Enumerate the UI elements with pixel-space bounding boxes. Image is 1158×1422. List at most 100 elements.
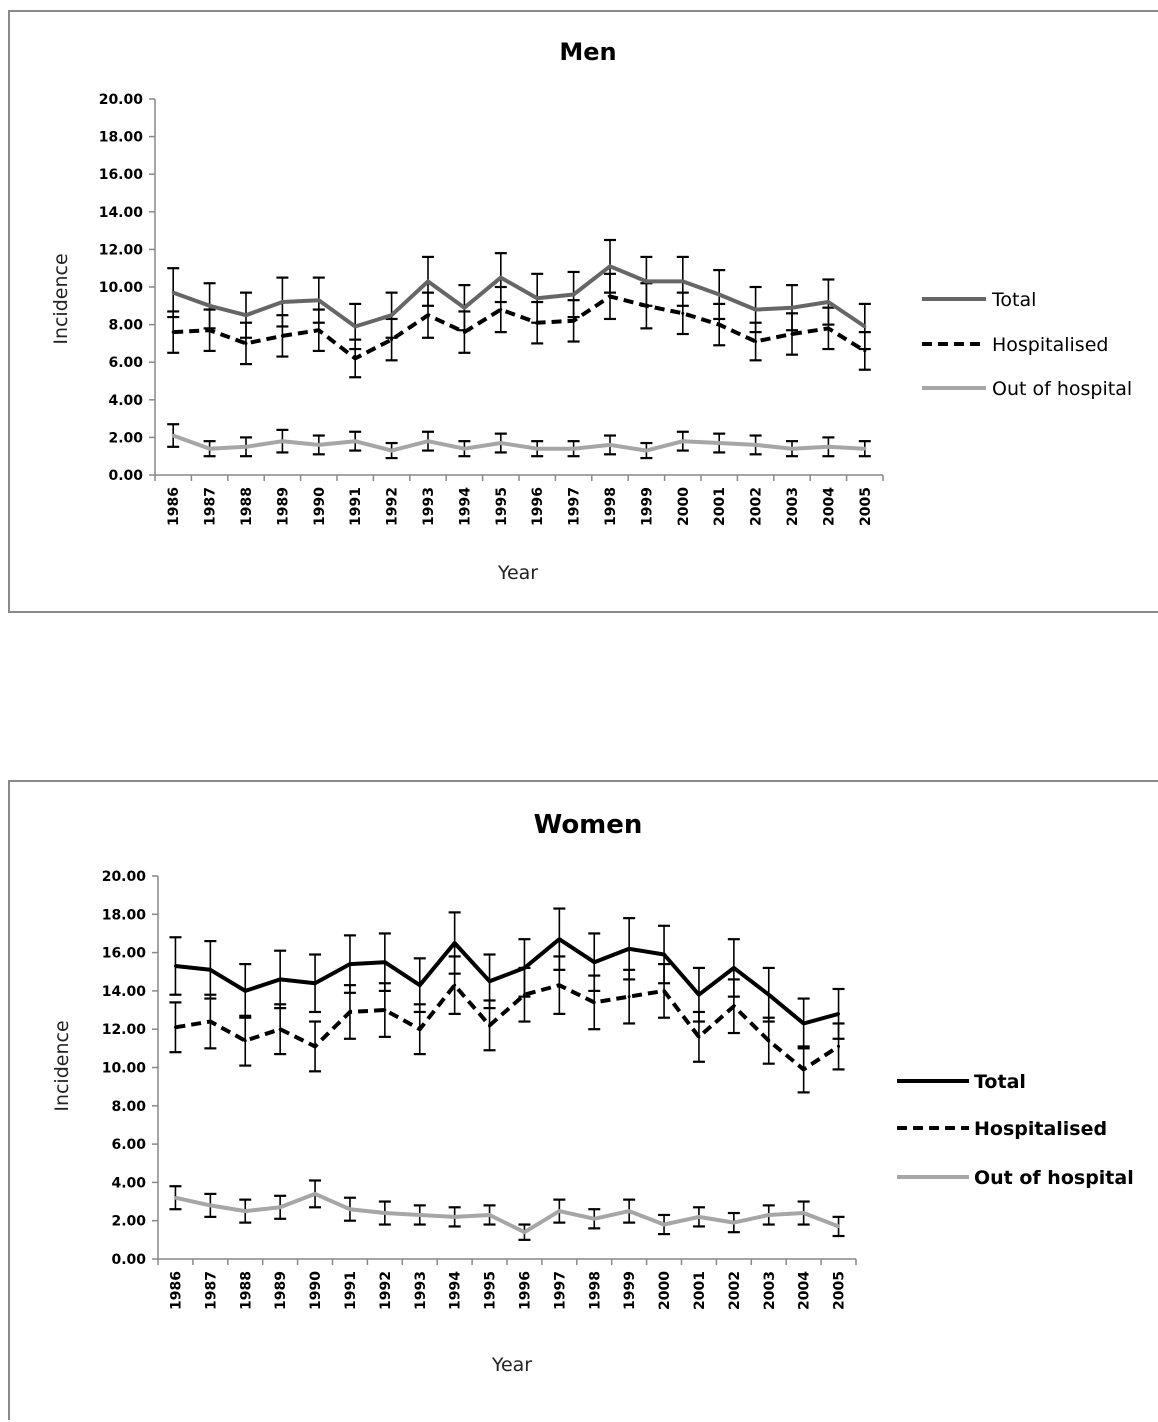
y-tick-label: 10.00 <box>99 280 144 296</box>
chart-title: Men <box>559 38 616 66</box>
data-point-out-of-hospital <box>572 447 576 451</box>
chart-title: Women <box>534 810 643 840</box>
x-tick-label: 2004 <box>821 487 837 526</box>
series-line-total <box>172 264 866 329</box>
y-tick-label: 6.00 <box>111 1137 146 1153</box>
data-point-hospitalised <box>383 1008 387 1012</box>
y-tick-label: 6.00 <box>108 355 143 371</box>
men-chart-panel: Men Incidence Year 0.00 2.00 4.00 6.00 8.00 1… <box>8 10 1158 613</box>
data-point-hospitalised <box>863 349 867 353</box>
data-point-total <box>837 1012 841 1016</box>
data-point-total <box>535 296 539 300</box>
series-line-total <box>175 937 840 1026</box>
x-tick-label: 1987 <box>203 1271 219 1310</box>
data-point-out-of-hospital <box>317 443 321 447</box>
x-tick-label: 1986 <box>168 1271 184 1310</box>
data-point-total <box>418 983 422 987</box>
data-point-total <box>171 291 175 295</box>
data-point-total <box>208 968 212 972</box>
data-point-out-of-hospital <box>608 443 612 447</box>
x-tick-label: 1999 <box>622 1271 638 1310</box>
data-point-total <box>790 306 794 310</box>
plot-area: 0.00 2.00 4.00 6.00 8.00 10.00 12.00 14.00 16.00… <box>102 869 857 1310</box>
x-tick-label: 2001 <box>712 487 728 526</box>
data-point-out-of-hospital <box>592 1217 596 1221</box>
data-point-out-of-hospital <box>418 1213 422 1217</box>
data-point-total <box>662 953 666 957</box>
data-point-out-of-hospital <box>426 439 430 443</box>
data-point-total <box>353 324 357 328</box>
data-point-hospitalised <box>790 332 794 336</box>
x-tick-label: 1990 <box>308 1271 324 1310</box>
data-point-total <box>644 279 648 283</box>
data-point-out-of-hospital <box>348 1207 352 1211</box>
data-point-total <box>173 964 177 968</box>
data-point-hospitalised <box>171 330 175 334</box>
data-point-hospitalised <box>697 1035 701 1039</box>
x-tick-label: 1988 <box>238 1271 254 1310</box>
data-point-hospitalised <box>754 340 758 344</box>
x-tick-label: 1993 <box>413 1271 429 1310</box>
x-tick-label: 1998 <box>603 487 619 526</box>
series-line-out-of-hospital <box>172 433 865 453</box>
data-point-hospitalised <box>390 338 394 342</box>
data-point-hospitalised <box>717 323 721 327</box>
x-tick-label: 1991 <box>348 487 364 526</box>
data-point-total <box>608 264 612 268</box>
y-axis-label: Incidence <box>50 253 72 344</box>
data-point-out-of-hospital <box>462 447 466 451</box>
x-tick-label: 1996 <box>530 487 546 526</box>
data-point-hospitalised <box>353 356 357 360</box>
data-point-hospitalised <box>313 1044 317 1048</box>
x-tick-label: 1997 <box>567 487 583 526</box>
y-tick-label: 14.00 <box>102 984 147 1000</box>
data-point-total <box>863 324 867 328</box>
data-point-total <box>572 293 576 297</box>
x-tick-label: 1997 <box>552 1271 568 1310</box>
x-tick-label: 1995 <box>483 1271 499 1310</box>
data-point-out-of-hospital <box>754 443 758 447</box>
x-tick-label: 2001 <box>692 1271 708 1310</box>
data-point-out-of-hospital <box>383 1211 387 1215</box>
data-point-out-of-hospital <box>280 439 284 443</box>
data-point-out-of-hospital <box>557 1209 561 1213</box>
data-point-out-of-hospital <box>837 1224 841 1228</box>
series-line-hospitalised <box>173 294 866 361</box>
data-point-hospitalised <box>243 1039 247 1043</box>
data-point-total <box>488 979 492 983</box>
legend-label-total: Total <box>974 1071 1026 1093</box>
data-point-hospitalised <box>208 328 212 332</box>
legend-label-total: Total <box>991 289 1036 311</box>
data-point-hospitalised <box>280 334 284 338</box>
x-tick-label: 2002 <box>749 487 765 526</box>
data-point-total <box>557 937 561 941</box>
data-point-out-of-hospital <box>522 1230 526 1234</box>
data-point-total <box>390 313 394 317</box>
data-point-out-of-hospital <box>826 445 830 449</box>
x-tick-label: 1994 <box>448 1271 464 1310</box>
data-point-hospitalised <box>278 1027 282 1031</box>
men-chart: Men Incidence Year 0.00 2.00 4.00 6.00 8.00 1… <box>50 38 1132 584</box>
data-point-total <box>732 966 736 970</box>
x-tick-label: 1986 <box>166 487 182 526</box>
data-point-total <box>681 279 685 283</box>
y-tick-label: 0.00 <box>111 1252 146 1268</box>
y-tick-label: 16.00 <box>102 946 147 962</box>
x-tick-label: 2003 <box>762 1271 778 1310</box>
data-point-out-of-hospital <box>767 1213 771 1217</box>
data-point-hospitalised <box>522 993 526 997</box>
y-tick-label: 16.00 <box>99 167 144 183</box>
data-point-out-of-hospital <box>173 1196 177 1200</box>
data-point-out-of-hospital <box>802 1211 806 1215</box>
data-point-out-of-hospital <box>697 1215 701 1219</box>
y-tick-label: 8.00 <box>108 318 143 334</box>
data-point-hospitalised <box>767 1039 771 1043</box>
data-point-total <box>313 981 317 985</box>
data-point-out-of-hospital <box>681 439 685 443</box>
y-tick-label: 4.00 <box>108 393 143 409</box>
data-point-total <box>383 960 387 964</box>
data-point-out-of-hospital <box>863 447 867 451</box>
x-tick-label: 2005 <box>832 1271 848 1310</box>
y-tick-label: 18.00 <box>102 907 147 923</box>
data-point-hospitalised <box>173 1025 177 1029</box>
